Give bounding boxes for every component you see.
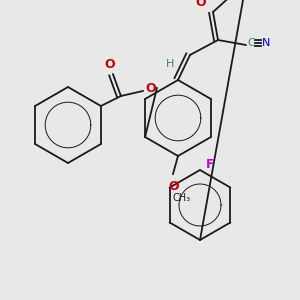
Text: C: C <box>247 38 255 48</box>
Text: O: O <box>105 58 115 70</box>
Text: N: N <box>262 38 270 48</box>
Text: CH₃: CH₃ <box>173 193 191 203</box>
Text: F: F <box>206 158 214 172</box>
Text: O: O <box>146 82 156 94</box>
Text: O: O <box>196 0 206 8</box>
Text: O: O <box>169 179 179 193</box>
Text: H: H <box>166 59 174 69</box>
